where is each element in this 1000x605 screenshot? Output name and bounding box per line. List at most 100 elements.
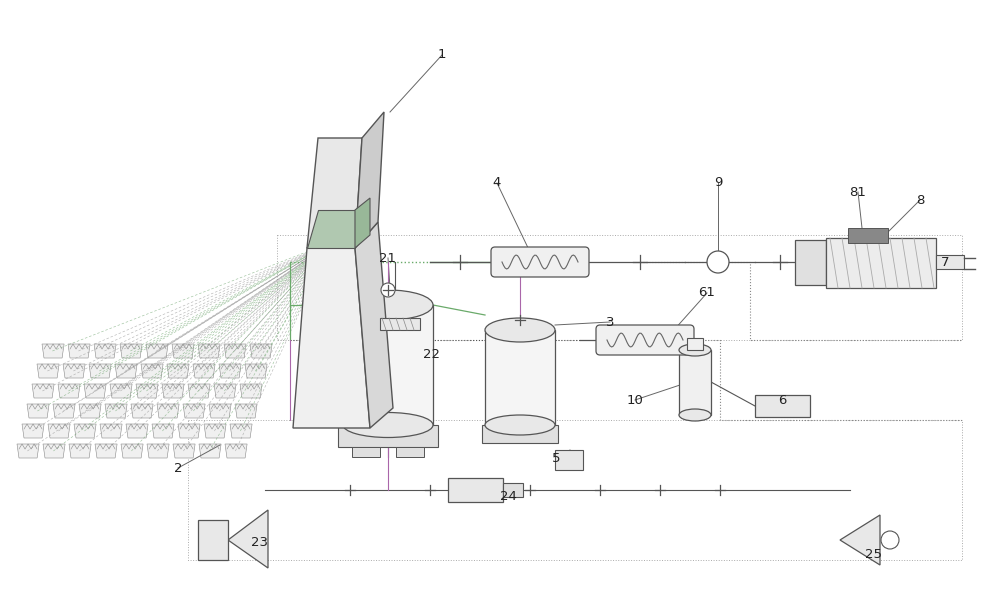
Text: 1: 1 bbox=[438, 48, 446, 62]
Polygon shape bbox=[110, 384, 132, 398]
Polygon shape bbox=[100, 424, 122, 438]
Polygon shape bbox=[22, 424, 44, 438]
Polygon shape bbox=[162, 384, 184, 398]
Polygon shape bbox=[178, 424, 200, 438]
Polygon shape bbox=[482, 425, 558, 443]
Polygon shape bbox=[355, 198, 370, 248]
Polygon shape bbox=[240, 384, 262, 398]
Polygon shape bbox=[795, 240, 826, 285]
Polygon shape bbox=[188, 384, 210, 398]
Polygon shape bbox=[173, 444, 195, 458]
Polygon shape bbox=[68, 344, 90, 358]
Polygon shape bbox=[79, 404, 101, 418]
Text: 9: 9 bbox=[714, 177, 722, 189]
Ellipse shape bbox=[679, 344, 711, 356]
Polygon shape bbox=[485, 330, 555, 425]
Text: 3: 3 bbox=[606, 315, 614, 329]
Polygon shape bbox=[245, 364, 267, 378]
Polygon shape bbox=[84, 384, 106, 398]
Polygon shape bbox=[687, 338, 703, 350]
Polygon shape bbox=[199, 444, 221, 458]
Text: 25: 25 bbox=[866, 548, 883, 560]
Polygon shape bbox=[228, 510, 268, 568]
Polygon shape bbox=[167, 364, 189, 378]
Polygon shape bbox=[214, 384, 236, 398]
Polygon shape bbox=[198, 344, 220, 358]
Text: 22: 22 bbox=[424, 348, 440, 362]
Polygon shape bbox=[95, 444, 117, 458]
Text: 21: 21 bbox=[380, 252, 396, 264]
Polygon shape bbox=[152, 424, 174, 438]
Text: 81: 81 bbox=[850, 186, 866, 198]
Text: 8: 8 bbox=[916, 194, 924, 206]
Polygon shape bbox=[121, 444, 143, 458]
Polygon shape bbox=[42, 344, 64, 358]
Polygon shape bbox=[355, 112, 384, 248]
Text: 61: 61 bbox=[699, 287, 715, 299]
Polygon shape bbox=[172, 344, 194, 358]
Polygon shape bbox=[115, 364, 137, 378]
Circle shape bbox=[707, 251, 729, 273]
Bar bbox=[198, 520, 228, 560]
Polygon shape bbox=[840, 515, 880, 565]
Polygon shape bbox=[69, 444, 91, 458]
Text: 2: 2 bbox=[174, 462, 182, 474]
Polygon shape bbox=[147, 444, 169, 458]
Polygon shape bbox=[230, 424, 252, 438]
Ellipse shape bbox=[343, 290, 433, 320]
Polygon shape bbox=[37, 364, 59, 378]
Bar bbox=[555, 450, 583, 470]
Polygon shape bbox=[380, 318, 420, 330]
Text: 6: 6 bbox=[778, 393, 786, 407]
Polygon shape bbox=[157, 404, 179, 418]
Polygon shape bbox=[219, 364, 241, 378]
Polygon shape bbox=[136, 384, 158, 398]
Polygon shape bbox=[94, 344, 116, 358]
FancyBboxPatch shape bbox=[491, 247, 589, 277]
Text: 23: 23 bbox=[252, 537, 268, 549]
Polygon shape bbox=[293, 248, 370, 428]
Circle shape bbox=[881, 531, 899, 549]
Polygon shape bbox=[355, 222, 393, 428]
Polygon shape bbox=[204, 424, 226, 438]
Polygon shape bbox=[235, 404, 257, 418]
Polygon shape bbox=[131, 404, 153, 418]
Bar bbox=[826, 238, 936, 288]
Polygon shape bbox=[146, 344, 168, 358]
Polygon shape bbox=[209, 404, 231, 418]
Text: 10: 10 bbox=[627, 393, 643, 407]
Polygon shape bbox=[224, 344, 246, 358]
Ellipse shape bbox=[343, 413, 433, 437]
Polygon shape bbox=[141, 364, 163, 378]
Polygon shape bbox=[120, 344, 142, 358]
Ellipse shape bbox=[485, 415, 555, 435]
Polygon shape bbox=[338, 425, 438, 447]
Polygon shape bbox=[32, 384, 54, 398]
Ellipse shape bbox=[485, 318, 555, 342]
FancyBboxPatch shape bbox=[596, 325, 694, 355]
Bar bbox=[448, 478, 503, 502]
Bar bbox=[396, 447, 424, 457]
Polygon shape bbox=[225, 444, 247, 458]
Polygon shape bbox=[193, 364, 215, 378]
Polygon shape bbox=[48, 424, 70, 438]
Polygon shape bbox=[250, 344, 272, 358]
Bar bbox=[352, 447, 380, 457]
Text: 24: 24 bbox=[500, 489, 516, 503]
Bar bbox=[503, 483, 523, 497]
Ellipse shape bbox=[679, 409, 711, 421]
Polygon shape bbox=[27, 404, 49, 418]
Polygon shape bbox=[105, 404, 127, 418]
Polygon shape bbox=[89, 364, 111, 378]
Polygon shape bbox=[74, 424, 96, 438]
Polygon shape bbox=[58, 384, 80, 398]
Polygon shape bbox=[343, 305, 433, 425]
Polygon shape bbox=[307, 138, 362, 248]
Bar bbox=[848, 228, 888, 243]
Polygon shape bbox=[679, 350, 711, 415]
Polygon shape bbox=[183, 404, 205, 418]
Text: 5: 5 bbox=[552, 451, 560, 465]
Text: 7: 7 bbox=[941, 257, 949, 269]
Polygon shape bbox=[17, 444, 39, 458]
Bar bbox=[755, 395, 810, 417]
